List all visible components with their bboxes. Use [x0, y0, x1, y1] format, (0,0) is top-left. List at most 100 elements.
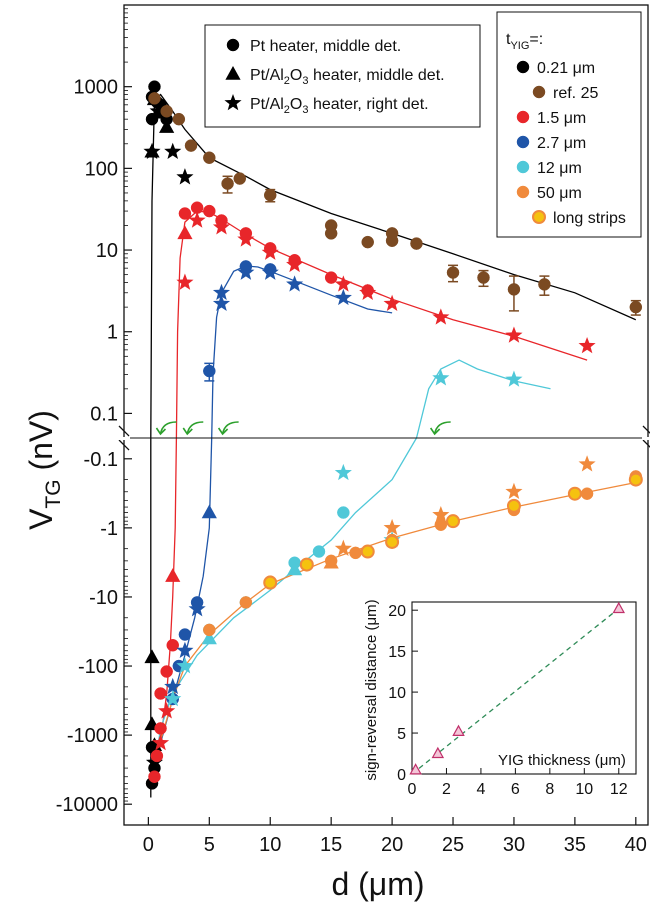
y-tick-label: -10000 [56, 794, 118, 816]
inset-data-point [612, 601, 626, 614]
data-point-triangle [201, 630, 217, 645]
data-point-circle [233, 172, 247, 185]
y-tick-label: 100 [85, 158, 118, 180]
inset-y-tick-label: 0 [397, 767, 406, 784]
data-point-circle [349, 546, 362, 560]
data-point-circle [628, 472, 643, 487]
data-point-circle [507, 283, 521, 296]
x-tick-label: 30 [503, 834, 525, 856]
inset-frame [411, 601, 637, 775]
data-point-triangle [144, 649, 160, 664]
data-point-star [432, 308, 450, 325]
legend-swatch [516, 60, 530, 74]
color-legend: tYIG=: 0.21 μm ref. 25 1.5 μm 2.7 μm 12 μm 50 … [496, 11, 642, 238]
data-point-star [143, 142, 161, 159]
data-point-circle [567, 486, 582, 501]
y-tick-label: 1 [107, 322, 118, 344]
data-point-star [432, 369, 450, 386]
inset-y-tick-label: 20 [388, 603, 406, 620]
marker-legend: Pt heater, middle det. Pt/Al2O3 heater, m… [204, 24, 481, 128]
data-point-circle [446, 266, 460, 279]
inset-x-tick-label: 10 [575, 781, 593, 798]
data-point-star [359, 283, 377, 301]
data-point-star [212, 283, 231, 301]
data-point-star [578, 336, 596, 354]
y-tick-label: -1000 [67, 725, 118, 747]
data-point-star [286, 255, 304, 273]
x-tick-label: 25 [442, 834, 464, 856]
x-tick-label: 20 [381, 834, 403, 856]
data-point-star [432, 505, 450, 523]
data-point-star [261, 243, 279, 260]
data-point-star [237, 263, 255, 280]
sign-reversal-arrowhead [155, 427, 167, 436]
data-point-circle [148, 770, 161, 783]
data-point-star [334, 275, 352, 292]
data-point-triangle [287, 561, 303, 576]
data-point-triangle [323, 554, 339, 569]
data-point-star [145, 753, 164, 770]
color-legend-box [496, 11, 642, 238]
data-point-circle [203, 364, 216, 378]
inset-x-tick-label: 8 [545, 781, 554, 798]
inset-chart: 0 2 4 6 8 10 12 0 5 10 15 20 YIG thickness (μm) sign-… [345, 585, 643, 811]
data-point-circle [477, 271, 490, 284]
legend-marker-triangle [225, 66, 241, 80]
data-point-circle [580, 487, 594, 500]
x-tick-label: 15 [320, 834, 342, 856]
legend-series-label: long strips [553, 210, 626, 227]
y-tick-label: 10 [96, 240, 118, 262]
inset-y-tick-label: 10 [388, 685, 406, 702]
legend-swatch [532, 210, 546, 224]
data-point-star [578, 455, 596, 472]
data-point-circle [160, 105, 173, 118]
data-point-circle [148, 80, 161, 93]
data-point-circle [312, 545, 326, 558]
data-point-star [176, 273, 194, 290]
marker-legend-box [204, 24, 481, 128]
sign-reversal-arrow [186, 421, 204, 435]
inset-y-axis-title: sign-reversal distance (μm) [363, 599, 380, 780]
data-point-circle [154, 722, 167, 735]
data-point-star [164, 142, 182, 159]
data-point-triangle [159, 119, 175, 133]
axis-break-gap [118, 437, 130, 440]
data-point-circle [263, 575, 278, 590]
y-tick-label: 0.1 [90, 403, 118, 425]
sign-reversal-arrowhead [217, 427, 229, 436]
data-point-circle [410, 237, 423, 250]
data-point-circle [506, 498, 521, 513]
legend-series-label: 1.5 μm [537, 110, 586, 127]
data-point-star [383, 518, 401, 536]
data-point-star [176, 641, 194, 658]
inset-background [345, 585, 643, 811]
sign-reversal-arrow [433, 421, 451, 435]
data-point-star [261, 263, 279, 280]
inset-y-tick-label: 5 [397, 726, 406, 743]
data-point-circle [203, 204, 216, 218]
data-point-circle [324, 227, 338, 240]
data-point-circle [337, 506, 350, 519]
legend-series-label: 12 μm [537, 160, 582, 177]
x-tick-label: 10 [259, 834, 281, 856]
legend-swatch [532, 85, 546, 99]
data-point-triangle [165, 568, 181, 582]
data-point-star [188, 211, 206, 228]
data-point-star [212, 294, 231, 312]
data-point-star [237, 230, 255, 247]
data-point-star [164, 677, 182, 695]
data-point-star [212, 218, 231, 235]
data-point-circle [221, 177, 234, 190]
sign-reversal-arrowhead [182, 427, 193, 436]
axis-break-mark [642, 425, 650, 434]
axis-break-mark [642, 439, 650, 448]
x-tick-label: 35 [564, 834, 586, 856]
data-point-circle [239, 596, 253, 609]
legend-swatch [516, 185, 530, 199]
color-legend-title: tYIG=: [506, 31, 543, 52]
sign-reversal-arrow [159, 421, 177, 435]
y-tick-label: -1 [100, 518, 118, 540]
legend-series-label: 2.7 μm [537, 135, 586, 152]
axis-break-mark [118, 439, 130, 451]
